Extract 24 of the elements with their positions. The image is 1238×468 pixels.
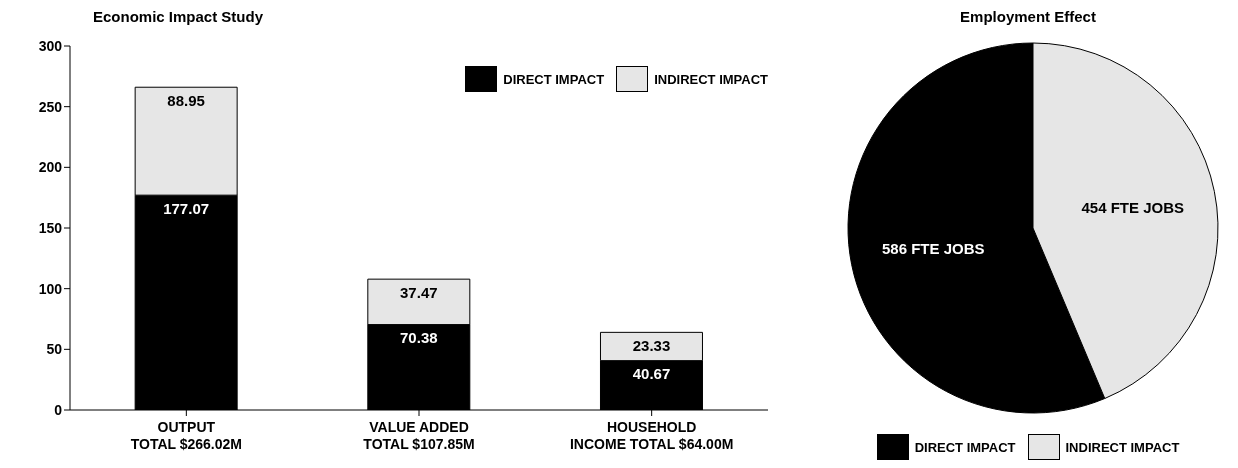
data-label: 40.67 <box>632 365 671 383</box>
x-tick-label: OUTPUT TOTAL $266.02M <box>130 419 242 452</box>
legend-label: INDIRECT IMPACT <box>654 71 768 87</box>
data-label: 37.47 <box>400 283 438 301</box>
chart-title: Economic Impact Study <box>93 8 264 25</box>
x-tick-label: HOUSEHOLD INCOME TOTAL $64.00M <box>569 419 734 452</box>
data-label: 70.38 <box>400 329 438 347</box>
y-tick-label: 50 <box>46 341 63 358</box>
legend-label: DIRECT IMPACT <box>503 71 605 87</box>
legend-label: INDIRECT IMPACT <box>1065 439 1180 455</box>
data-label: 88.95 <box>167 91 205 109</box>
y-tick-label: 150 <box>38 219 63 236</box>
x-tick-label: VALUE ADDED TOTAL $107.85M <box>363 419 475 452</box>
y-tick-label: 0 <box>54 401 63 418</box>
data-label: 177.07 <box>163 199 210 217</box>
y-tick-label: 200 <box>38 159 63 176</box>
data-label: 454 FTE JOBS <box>1081 199 1185 217</box>
legend-label: DIRECT IMPACT <box>914 439 1016 455</box>
y-tick-label: 250 <box>38 98 63 115</box>
data-label: 23.33 <box>632 337 671 354</box>
chart-title: Employment Effect <box>959 8 1097 25</box>
y-tick-label: 300 <box>38 37 63 54</box>
y-tick-label: 100 <box>38 280 63 297</box>
data-label: 586 FTE JOBS <box>881 239 985 257</box>
